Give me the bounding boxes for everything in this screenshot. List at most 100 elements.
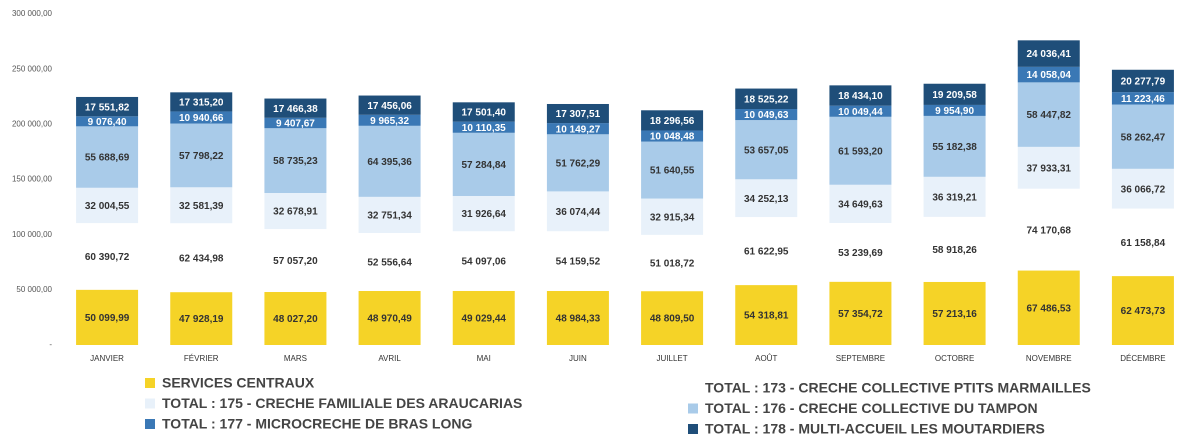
value-label: 64 395,36 <box>367 157 412 168</box>
bar-segment <box>641 130 704 142</box>
bar-segment <box>264 229 327 293</box>
value-label: 32 751,34 <box>367 211 412 222</box>
value-label: 61 158,84 <box>1121 238 1166 249</box>
x-tick-label: AOÛT <box>755 354 777 363</box>
value-label: 49 029,44 <box>462 314 507 325</box>
value-label: 17 315,20 <box>179 98 224 109</box>
bar-segment <box>546 290 609 345</box>
bar-segment <box>923 281 986 345</box>
bar-segment <box>452 132 515 196</box>
bar-segment <box>452 290 515 345</box>
value-label: 18 296,56 <box>650 116 695 127</box>
bar-segment <box>829 116 892 185</box>
bar-segment <box>546 231 609 291</box>
legend-swatch <box>688 424 698 434</box>
value-label: 58 918,26 <box>932 245 977 256</box>
bar-segment <box>264 292 327 345</box>
bar-segment <box>358 125 421 197</box>
bar-segment <box>735 120 798 180</box>
x-tick-label: FÉVRIER <box>184 354 219 363</box>
value-label: 58 447,82 <box>1027 110 1072 121</box>
value-label: 14 058,04 <box>1027 70 1072 81</box>
bar-segment <box>264 193 327 230</box>
value-label: 24 036,41 <box>1027 49 1072 60</box>
x-tick-label: NOVEMBRE <box>1026 354 1072 363</box>
value-label: 17 307,51 <box>556 109 601 120</box>
value-label: 10 940,66 <box>179 113 224 124</box>
value-label: 10 149,27 <box>556 124 601 135</box>
value-label: 47 928,19 <box>179 314 224 325</box>
y-tick-label: 200 000,00 <box>12 119 53 128</box>
bar-segment <box>829 105 892 117</box>
legend-label: TOTAL : 173 - CRECHE COLLECTIVE PTITS MA… <box>705 380 1091 396</box>
value-label: 34 649,63 <box>838 200 883 211</box>
bar-segment <box>735 285 798 345</box>
bar-segment <box>923 216 986 282</box>
value-label: 58 735,23 <box>273 156 318 167</box>
bar-segment <box>735 108 798 121</box>
bar-segment <box>923 115 986 177</box>
bar-segment <box>452 231 515 291</box>
bar-segment <box>735 217 798 286</box>
value-label: 9 965,32 <box>370 116 409 127</box>
bar-segment <box>641 198 704 235</box>
value-label: 51 018,72 <box>650 259 695 270</box>
value-label: 10 110,35 <box>462 123 506 134</box>
bar-segment <box>1017 40 1080 67</box>
bar-segment <box>641 234 704 292</box>
value-label: 54 159,52 <box>556 257 601 268</box>
value-label: 9 407,67 <box>276 119 315 130</box>
value-label: 11 223,46 <box>1121 94 1165 105</box>
value-label: 32 581,39 <box>179 201 224 212</box>
value-label: 48 027,20 <box>273 314 318 325</box>
legend-swatch <box>688 403 698 414</box>
bar-segment <box>76 223 139 290</box>
bar-segment <box>546 191 609 232</box>
bar-segment <box>641 110 704 131</box>
bar-segment <box>264 128 327 194</box>
y-tick-label: 300 000,00 <box>12 9 53 18</box>
value-label: 61 593,20 <box>838 146 883 157</box>
y-tick-label: - <box>49 340 52 349</box>
bar-segment <box>170 187 233 224</box>
bar-segment <box>76 126 139 188</box>
bar-segment <box>358 114 421 126</box>
value-label: 57 798,22 <box>179 151 224 162</box>
value-label: 36 066,72 <box>1121 184 1166 195</box>
value-label: 50 099,99 <box>85 313 130 324</box>
x-tick-label: SEPTEMBRE <box>836 354 885 363</box>
bar-segment <box>76 116 139 127</box>
value-label: 32 004,55 <box>85 201 130 212</box>
bar-segment <box>1111 104 1174 169</box>
value-label: 54 097,06 <box>462 257 507 268</box>
x-tick-label: JUILLET <box>657 354 688 363</box>
bar-segment <box>1017 146 1080 189</box>
bar-segment <box>829 222 892 282</box>
value-label: 57 213,16 <box>932 309 977 320</box>
value-label: 19 209,58 <box>932 90 977 101</box>
bar-segment <box>264 98 327 118</box>
legend-label: SERVICES CENTRAUX <box>162 375 315 391</box>
value-label: 18 525,22 <box>744 94 789 105</box>
value-label: 20 277,79 <box>1121 77 1166 88</box>
value-label: 31 926,64 <box>462 209 507 220</box>
bar-segment <box>641 141 704 199</box>
bar-segment <box>829 184 892 223</box>
bar-segment <box>452 102 515 122</box>
bar-segment <box>1017 82 1080 147</box>
legend-label: TOTAL : 175 - CRECHE FAMILIALE DES ARAUC… <box>162 395 522 411</box>
bar-segment <box>1017 66 1080 83</box>
value-label: 60 390,72 <box>85 252 130 263</box>
legend-swatch <box>688 383 698 393</box>
bar-segment <box>1017 270 1080 345</box>
value-label: 36 074,44 <box>556 207 601 218</box>
bar-segment <box>1111 69 1174 93</box>
y-tick-label: 150 000,00 <box>12 175 53 184</box>
bar-segment <box>170 92 233 112</box>
bar-segment <box>1111 276 1174 345</box>
x-tick-label: AVRIL <box>378 354 401 363</box>
value-label: 53 657,05 <box>744 145 789 156</box>
bar-segment <box>358 95 421 115</box>
bar-segment <box>546 134 609 192</box>
